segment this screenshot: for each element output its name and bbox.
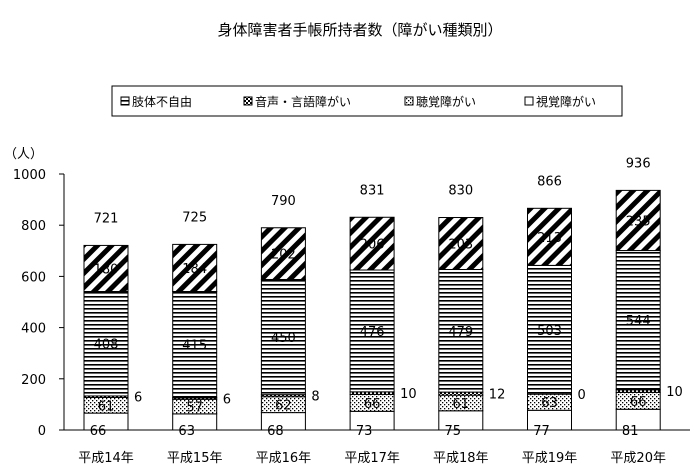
legend-frame bbox=[111, 85, 623, 117]
total-label: 725 bbox=[182, 210, 207, 225]
bar-segment bbox=[615, 250, 661, 391]
data-label: 6 bbox=[223, 393, 231, 408]
bar-segment bbox=[172, 243, 218, 293]
data-label: 479 bbox=[448, 325, 473, 340]
data-label: 62 bbox=[275, 399, 292, 414]
y-tick-label: 600 bbox=[21, 270, 46, 285]
bar-stack bbox=[615, 189, 661, 431]
data-label: 57 bbox=[186, 401, 203, 416]
bar-stack bbox=[260, 227, 306, 431]
bar-stack bbox=[83, 244, 129, 431]
y-tick-label: 400 bbox=[21, 322, 46, 337]
legend-label: 視覚障がい bbox=[536, 94, 596, 109]
data-label: 10 bbox=[666, 385, 683, 400]
bar-segment bbox=[260, 278, 306, 396]
bar-segment bbox=[349, 216, 395, 271]
legend-label: 聴覚障がい bbox=[416, 94, 476, 109]
bar-segment bbox=[438, 217, 484, 270]
total-label: 790 bbox=[271, 194, 296, 209]
legend-swatch bbox=[404, 96, 414, 106]
x-tick-label: 平成17年 bbox=[344, 451, 400, 466]
y-tick-label: 1000 bbox=[13, 168, 46, 183]
bar-segment bbox=[527, 264, 572, 395]
data-label: 77 bbox=[533, 424, 550, 439]
bar-segment bbox=[260, 227, 306, 280]
data-label: 213 bbox=[537, 231, 562, 246]
total-label: 830 bbox=[448, 184, 473, 199]
data-label: 184 bbox=[182, 262, 207, 277]
data-label: 408 bbox=[94, 338, 119, 353]
total-label: 721 bbox=[94, 211, 119, 226]
bar-segment bbox=[438, 268, 484, 393]
data-label: 63 bbox=[178, 424, 195, 439]
y-tick-label: 800 bbox=[21, 219, 46, 234]
data-label: 66 bbox=[364, 397, 381, 412]
legend-swatch bbox=[524, 96, 534, 106]
bar-segment bbox=[615, 189, 661, 252]
total-label: 866 bbox=[537, 174, 562, 189]
x-tick-label: 平成16年 bbox=[256, 451, 312, 466]
chart-title: 身体障害者手帳所持者数（障がい種類別） bbox=[217, 21, 502, 39]
x-tick-label: 平成15年 bbox=[167, 451, 223, 466]
bar-stack bbox=[172, 243, 218, 431]
bar-segment bbox=[349, 269, 395, 393]
data-label: 10 bbox=[400, 387, 417, 402]
bar-segment bbox=[527, 207, 572, 266]
data-label: 75 bbox=[445, 424, 462, 439]
bar-segment bbox=[83, 291, 129, 397]
legend-swatch bbox=[120, 96, 130, 106]
data-label: 202 bbox=[271, 248, 296, 263]
x-tick-label: 平成14年 bbox=[78, 451, 134, 466]
data-label: 180 bbox=[94, 262, 119, 277]
data-label: 63 bbox=[541, 396, 558, 411]
y-tick-label: 0 bbox=[38, 424, 46, 439]
bar-segment bbox=[83, 244, 129, 293]
data-label: 476 bbox=[360, 325, 385, 340]
total-label: 831 bbox=[360, 183, 385, 198]
data-label: 81 bbox=[622, 424, 639, 439]
x-tick-label: 平成20年 bbox=[610, 451, 666, 466]
data-label: 206 bbox=[360, 238, 385, 253]
bar-stack bbox=[527, 207, 572, 431]
x-tick-label: 平成18年 bbox=[433, 451, 489, 466]
bar-stack bbox=[438, 217, 484, 431]
data-label: 8 bbox=[311, 390, 319, 405]
data-label: 68 bbox=[267, 424, 284, 439]
data-label: 66 bbox=[630, 395, 647, 410]
data-label: 12 bbox=[489, 388, 506, 403]
data-label: 415 bbox=[182, 339, 207, 354]
legend: 肢体不自由 音声・言語障がい 聴覚障がい 視覚障がい bbox=[111, 85, 623, 117]
data-label: 0 bbox=[578, 388, 586, 403]
data-label: 544 bbox=[626, 314, 651, 329]
data-label: 6 bbox=[134, 391, 142, 406]
total-label: 936 bbox=[626, 156, 651, 171]
data-label: 61 bbox=[98, 399, 115, 414]
y-axis-label: （人） bbox=[4, 147, 43, 162]
data-label: 66 bbox=[90, 424, 107, 439]
x-tick-label: 平成19年 bbox=[522, 451, 578, 466]
bar-segment bbox=[172, 291, 218, 399]
data-label: 61 bbox=[453, 397, 470, 412]
data-label: 450 bbox=[271, 331, 296, 346]
legend-label: 音声・言語障がい bbox=[255, 94, 351, 109]
legend-swatch bbox=[243, 96, 253, 106]
data-label: 73 bbox=[356, 424, 373, 439]
data-label: 203 bbox=[448, 238, 473, 253]
legend-label: 肢体不自由 bbox=[132, 94, 192, 109]
bar-stack bbox=[349, 216, 395, 431]
data-label: 235 bbox=[626, 214, 651, 229]
data-label: 503 bbox=[537, 324, 562, 339]
y-tick-label: 200 bbox=[21, 373, 46, 388]
